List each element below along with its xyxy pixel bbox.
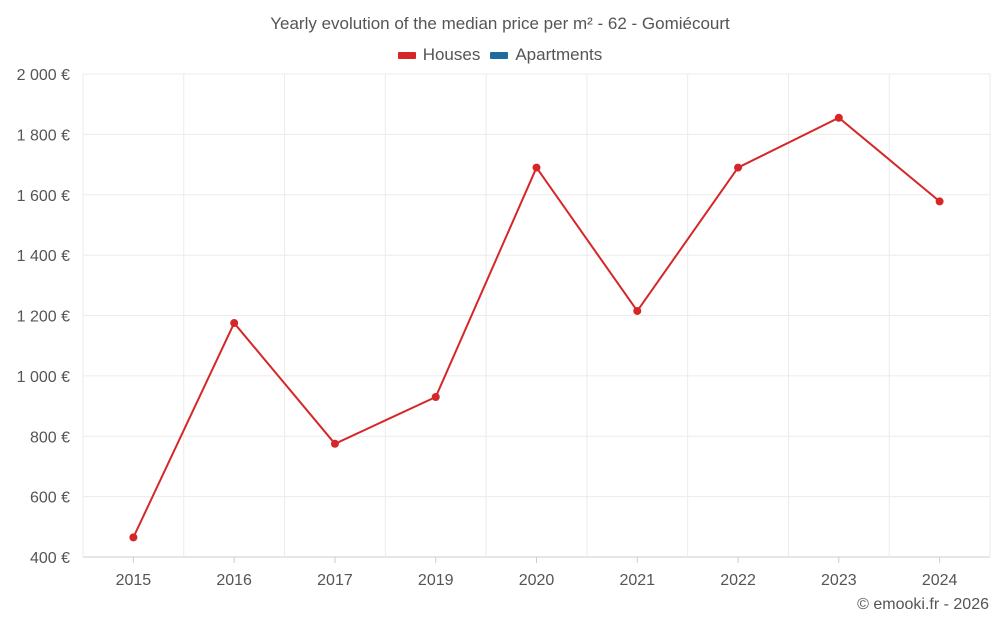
x-tick-label: 2022: [720, 572, 756, 589]
chart-title: Yearly evolution of the median price per…: [270, 14, 730, 33]
data-point-houses-2020: [532, 163, 541, 172]
data-point-houses-2017: [330, 439, 339, 448]
x-tick-label: 2020: [519, 572, 555, 589]
x-tick-label: 2017: [317, 572, 353, 589]
x-tick-label: 2024: [922, 572, 958, 589]
y-tick-label: 1 000 €: [17, 369, 70, 386]
legend-swatch-houses: [397, 51, 416, 59]
x-tick-label: 2021: [619, 572, 655, 589]
x-tick-label: 2016: [216, 572, 252, 589]
legend-swatch-apartments: [490, 51, 509, 59]
data-point-houses-2016: [230, 319, 239, 328]
y-tick-label: 1 400 €: [17, 248, 70, 265]
data-point-houses-2022: [734, 163, 743, 172]
y-tick-label: 1 600 €: [17, 188, 70, 205]
x-tick-label: 2015: [116, 572, 152, 589]
y-tick-label: 1 800 €: [17, 127, 70, 144]
y-tick-label: 600 €: [30, 490, 70, 507]
data-point-houses-2019: [431, 393, 440, 402]
data-point-houses-2023: [834, 113, 843, 122]
credit-text: © emooki.fr - 2026: [857, 596, 989, 613]
data-point-houses-2015: [129, 533, 138, 542]
chart-legend: Houses Apartments: [0, 45, 1000, 65]
y-tick-label: 800 €: [30, 429, 70, 446]
data-point-houses-2024: [935, 197, 944, 206]
legend-label-houses: Houses: [422, 45, 481, 64]
legend-item-houses[interactable]: Houses: [397, 45, 481, 65]
y-tick-label: 400 €: [30, 550, 70, 567]
y-tick-label: 2 000 €: [17, 67, 70, 84]
series-line-houses: [132, 116, 941, 538]
y-tick-label: 1 200 €: [17, 309, 70, 326]
legend-label-apartments: Apartments: [515, 45, 603, 64]
data-point-houses-2021: [633, 306, 642, 315]
legend-item-apartments[interactable]: Apartments: [490, 45, 602, 65]
x-tick-label: 2023: [821, 572, 857, 589]
x-tick-label: 2019: [418, 572, 454, 589]
